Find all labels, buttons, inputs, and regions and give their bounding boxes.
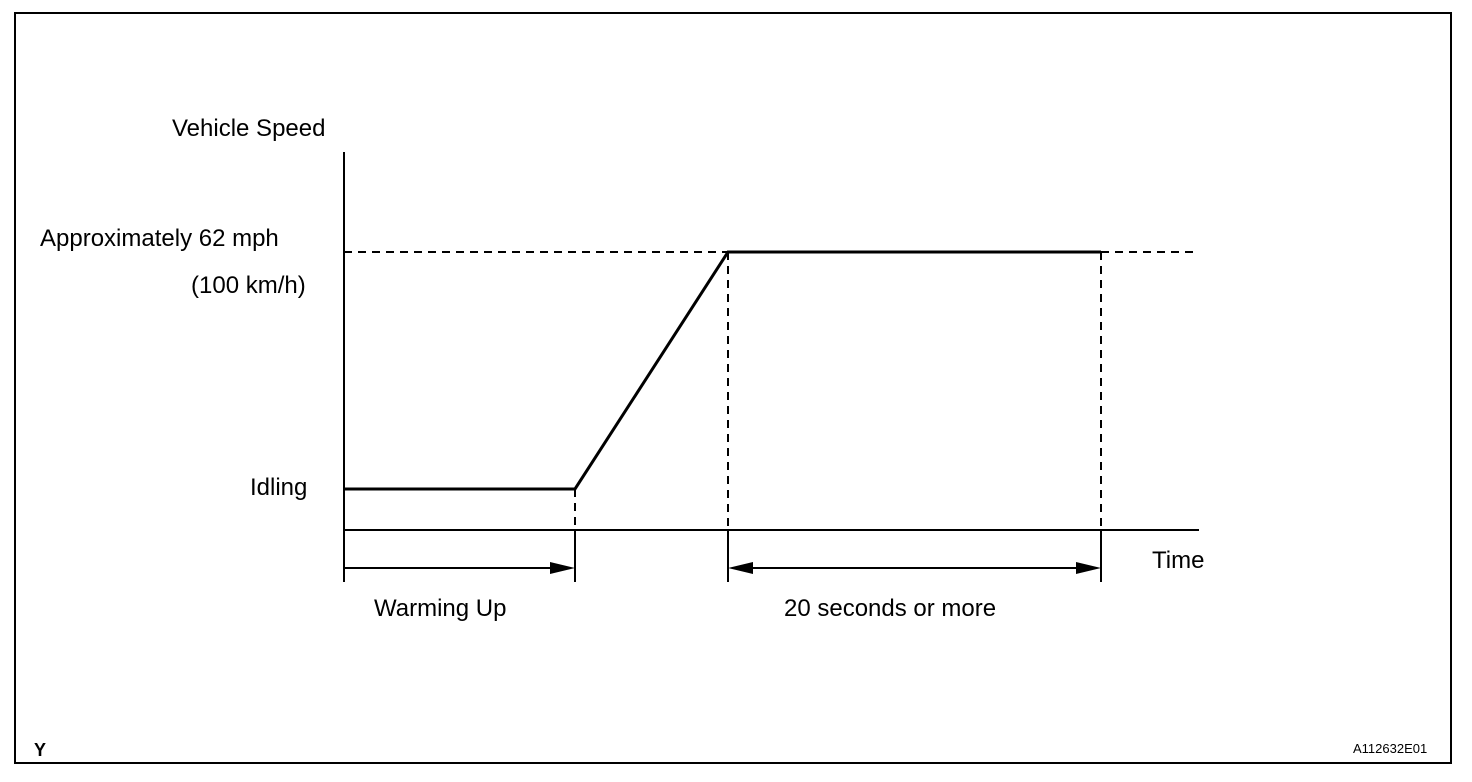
- diagram-frame: [14, 12, 1452, 764]
- hold-arrowhead-left: [728, 562, 753, 574]
- speed-label-kmh: (100 km/h): [191, 272, 306, 299]
- figure-code: A112632E01: [1353, 741, 1427, 756]
- hold-arrowhead-right: [1076, 562, 1101, 574]
- speed-profile-line: [344, 250, 1101, 491]
- warmup-phase-label: Warming Up: [374, 595, 506, 622]
- idle-label: Idling: [250, 474, 307, 501]
- hold-phase-label: 20 seconds or more: [784, 595, 996, 622]
- warmup-arrowhead-right: [550, 562, 575, 574]
- x-axis-label: Time: [1152, 547, 1204, 574]
- corner-mark: Y: [34, 740, 46, 760]
- speed-label-mph: Approximately 62 mph: [40, 225, 279, 252]
- y-axis-label: Vehicle Speed: [172, 115, 325, 142]
